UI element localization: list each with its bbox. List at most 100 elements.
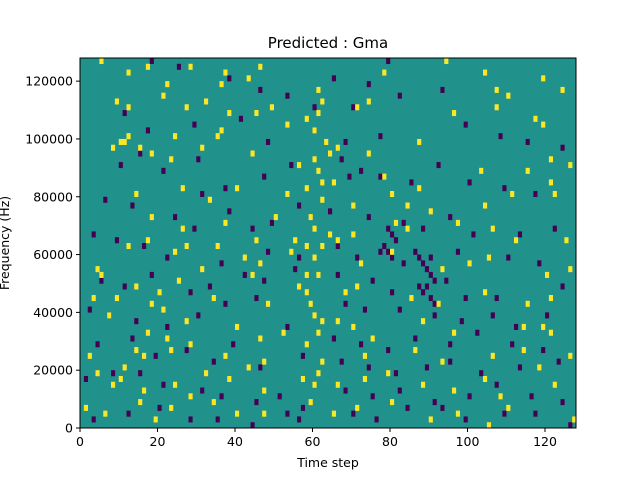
heatmap-cell-high [95,266,100,273]
heatmap-cell-low [397,92,402,99]
heatmap-cell-high [331,410,337,417]
heatmap-cell-high [246,364,251,371]
plot-background [80,58,576,428]
heatmap-cell-high [200,144,205,151]
heatmap-cell-high [204,98,209,105]
heatmap-cell-low [277,393,282,400]
heatmap-cells [83,58,577,429]
heatmap-cell-high [312,127,317,134]
heatmap-cell-low [428,295,433,302]
heatmap-cell-high [266,300,271,307]
heatmap-cell-low [161,381,166,388]
heatmap-cell-high [490,225,495,232]
heatmap-cell-high [149,300,154,307]
heatmap-cell-low [502,410,507,417]
heatmap-cell-low [537,260,542,267]
heatmap-cell-high [452,110,457,117]
heatmap-cell-high [308,300,313,307]
heatmap-cell-high [204,370,209,377]
heatmap-cell-high [355,283,360,290]
heatmap-cell-high [235,185,240,192]
heatmap-cell-high [308,214,313,221]
heatmap-cell-high [382,173,387,180]
y-tick-label: 100000 [25,131,73,146]
heatmap-cell-high [316,329,321,336]
heatmap-cell-low [502,185,507,192]
heatmap-cell-high [440,358,445,365]
heatmap-cell-low [192,121,197,128]
heatmap-cell-low [138,370,143,377]
heatmap-cell-low [188,289,193,296]
heatmap-cell-high [219,127,224,134]
heatmap-cell-high [316,86,321,93]
heatmap-cell-high [506,92,511,99]
heatmap-cell-low [463,121,468,128]
heatmap-cell-high [568,162,573,169]
heatmap-cell-high [176,277,182,284]
x-tick-label: 60 [305,434,321,449]
heatmap-cell-low [196,156,201,163]
heatmap-cell-high [525,167,530,174]
heatmap-cell-high [304,341,309,348]
heatmap-cell-low [378,173,383,180]
heatmap-cell-low [475,329,480,336]
heatmap-cell-high [545,271,550,278]
heatmap-cell-low [331,75,337,82]
heatmap-cell-low [390,289,395,296]
heatmap-cell-low [91,416,96,423]
heatmap-cell-low [250,422,255,429]
heatmap-cell-low [463,295,468,302]
heatmap-cell-high [304,185,309,192]
heatmap-cell-low [401,260,406,267]
heatmap-cell-low [463,416,468,423]
heatmap-cell-low [401,219,406,226]
heatmap-cell-high [320,318,325,325]
heatmap-cell-high [320,98,325,105]
heatmap-cell-high [142,387,147,394]
heatmap-cell-high [142,352,147,359]
heatmap-cell-low [529,393,534,400]
heatmap-cell-low [359,167,364,174]
heatmap-cell-high [490,352,495,359]
heatmap-cell-high [316,271,321,278]
heatmap-cell-high [188,341,193,348]
heatmap-cell-low [242,271,247,278]
heatmap-cell-low [382,243,387,250]
heatmap-cell-low [432,300,437,307]
x-tick-label: 100 [456,434,480,449]
heatmap-cell-high [262,410,267,417]
heatmap-cell-high [138,399,143,406]
y-tick-label: 20000 [33,363,73,378]
heatmap-cell-high [479,167,484,174]
heatmap-cell-low [440,86,445,93]
heatmap-cell-high [483,202,488,209]
heatmap-cell-high [483,289,488,296]
heatmap-cell-high [235,323,240,330]
heatmap-cell-high [390,399,395,406]
heatmap-cell-low [118,162,123,169]
heatmap-cell-high [564,237,569,244]
heatmap-cell-high [390,190,395,197]
heatmap-cell-high [223,352,228,359]
heatmap-cell-high [258,335,263,342]
heatmap-cell-high [173,381,178,388]
heatmap-cell-high [95,370,100,377]
heatmap-cell-high [351,231,356,238]
heatmap-cell-low [405,404,410,411]
heatmap-cell-high [467,260,472,267]
heatmap-cell-high [483,375,488,382]
heatmap-cell-low [490,312,495,319]
heatmap-cell-high [359,260,364,267]
heatmap-cell-low [285,410,290,417]
heatmap-cell-high [436,300,441,307]
x-tick-label: 20 [150,434,166,449]
heatmap-cell-low [312,104,317,111]
heatmap-cell-high [455,219,461,226]
heatmap-cell-low [378,133,383,140]
heatmap-cell-low [157,404,162,411]
heatmap-cell-high [165,335,170,342]
heatmap-cell-high [428,416,433,423]
heatmap-cell-high [173,248,178,255]
heatmap-cell-low [83,375,89,382]
heatmap-cell-high [405,225,410,232]
